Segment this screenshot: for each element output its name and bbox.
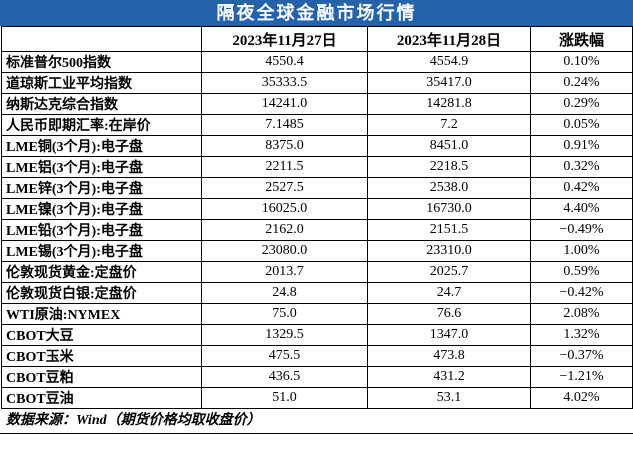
header-cell: 涨跌幅: [530, 26, 633, 52]
cell: 16730.0: [367, 198, 531, 220]
cell: 0.91%: [530, 135, 633, 157]
header-cell: 2023年11月28日: [367, 26, 531, 52]
cell: −1.21%: [530, 366, 633, 388]
cell: 473.8: [367, 345, 531, 367]
row-label: CBOT大豆: [1, 324, 202, 346]
cell: 2151.5: [367, 219, 531, 241]
cell: 7.2: [367, 114, 531, 136]
cell: 51.0: [201, 387, 368, 409]
cell: 436.5: [201, 366, 368, 388]
row-label: WTI原油:NYMEX: [1, 303, 202, 325]
cell: 16025.0: [201, 198, 368, 220]
cell: 8451.0: [367, 135, 531, 157]
cell: 0.05%: [530, 114, 633, 136]
cell: 1329.5: [201, 324, 368, 346]
cell: 1.32%: [530, 324, 633, 346]
row-label: CBOT豆油: [1, 387, 202, 409]
cell: 14281.8: [367, 93, 531, 115]
row-label: CBOT玉米: [1, 345, 202, 367]
cell: 14241.0: [201, 93, 368, 115]
cell: 2218.5: [367, 156, 531, 178]
table-row: CBOT玉米 475.5 473.8 −0.37%: [1, 345, 633, 367]
cell: 24.8: [201, 282, 368, 304]
table-row: LME镍(3个月):电子盘 16025.0 16730.0 4.40%: [1, 198, 633, 220]
cell: 53.1: [367, 387, 531, 409]
row-label: 纳斯达克综合指数: [1, 93, 202, 115]
row-label: CBOT豆粕: [1, 366, 202, 388]
table-row: CBOT豆粕 436.5 431.2 −1.21%: [1, 366, 633, 388]
row-label: LME镍(3个月):电子盘: [1, 198, 202, 220]
cell: 2013.7: [201, 261, 368, 283]
cell: 4.02%: [530, 387, 633, 409]
cell: 2162.0: [201, 219, 368, 241]
table-row: LME锡(3个月):电子盘 23080.0 23310.0 1.00%: [1, 240, 633, 262]
cell: 431.2: [367, 366, 531, 388]
cell: 4.40%: [530, 198, 633, 220]
table-row: CBOT大豆 1329.5 1347.0 1.32%: [1, 324, 633, 346]
cell: 0.29%: [530, 93, 633, 115]
table-row: LME铜(3个月):电子盘 8375.0 8451.0 0.91%: [1, 135, 633, 157]
footer-note: 数据来源：Wind（期货价格均取收盘价）: [0, 409, 633, 434]
cell: 0.24%: [530, 72, 633, 94]
cell: 4550.4: [201, 51, 368, 73]
row-label: LME铅(3个月):电子盘: [1, 219, 202, 241]
row-label: 人民币即期汇率:在岸价: [1, 114, 202, 136]
row-label: 道琼斯工业平均指数: [1, 72, 202, 94]
cell: 2211.5: [201, 156, 368, 178]
header-cell: 2023年11月27日: [201, 26, 368, 52]
cell: 0.59%: [530, 261, 633, 283]
table-row: 道琼斯工业平均指数 35333.5 35417.0 0.24%: [1, 72, 633, 94]
cell: 76.6: [367, 303, 531, 325]
table-row: WTI原油:NYMEX 75.0 76.6 2.08%: [1, 303, 633, 325]
cell: 2025.7: [367, 261, 531, 283]
row-label: 伦敦现货白银:定盘价: [1, 282, 202, 304]
cell: −0.42%: [530, 282, 633, 304]
cell: 24.7: [367, 282, 531, 304]
table-row: LME锌(3个月):电子盘 2527.5 2538.0 0.42%: [1, 177, 633, 199]
cell: 0.42%: [530, 177, 633, 199]
header-cell: [1, 26, 202, 52]
cell: 2527.5: [201, 177, 368, 199]
cell: 23310.0: [367, 240, 531, 262]
cell: 0.32%: [530, 156, 633, 178]
cell: 2.08%: [530, 303, 633, 325]
cell: 1347.0: [367, 324, 531, 346]
row-label: LME铝(3个月):电子盘: [1, 156, 202, 178]
cell: −0.49%: [530, 219, 633, 241]
table-row: CBOT豆油 51.0 53.1 4.02%: [1, 387, 633, 409]
row-label: 伦敦现货黄金:定盘价: [1, 261, 202, 283]
cell: 23080.0: [201, 240, 368, 262]
table-row: 纳斯达克综合指数 14241.0 14281.8 0.29%: [1, 93, 633, 115]
cell: 8375.0: [201, 135, 368, 157]
table-row: LME铝(3个月):电子盘 2211.5 2218.5 0.32%: [1, 156, 633, 178]
row-label: LME铜(3个月):电子盘: [1, 135, 202, 157]
title: 隔夜全球金融市场行情: [0, 0, 633, 26]
cell: 475.5: [201, 345, 368, 367]
cell: 75.0: [201, 303, 368, 325]
cell: 0.10%: [530, 51, 633, 73]
table-row: 伦敦现货白银:定盘价 24.8 24.7 −0.42%: [1, 282, 633, 304]
cell: 7.1485: [201, 114, 368, 136]
table-row: 伦敦现货黄金:定盘价 2013.7 2025.7 0.59%: [1, 261, 633, 283]
table-row: 人民币即期汇率:在岸价 7.1485 7.2 0.05%: [1, 114, 633, 136]
table-row: 标准普尔500指数 4550.4 4554.9 0.10%: [1, 51, 633, 73]
cell: 1.00%: [530, 240, 633, 262]
row-label: LME锡(3个月):电子盘: [1, 240, 202, 262]
cell: 2538.0: [367, 177, 531, 199]
table-row: LME铅(3个月):电子盘 2162.0 2151.5 −0.49%: [1, 219, 633, 241]
header-row: 2023年11月27日 2023年11月28日 涨跌幅: [1, 26, 633, 52]
cell: −0.37%: [530, 345, 633, 367]
cell: 4554.9: [367, 51, 531, 73]
cell: 35333.5: [201, 72, 368, 94]
row-label: 标准普尔500指数: [1, 51, 202, 73]
table: 2023年11月27日 2023年11月28日 涨跌幅 标准普尔500指数 455…: [1, 26, 633, 409]
cell: 35417.0: [367, 72, 531, 94]
row-label: LME锌(3个月):电子盘: [1, 177, 202, 199]
